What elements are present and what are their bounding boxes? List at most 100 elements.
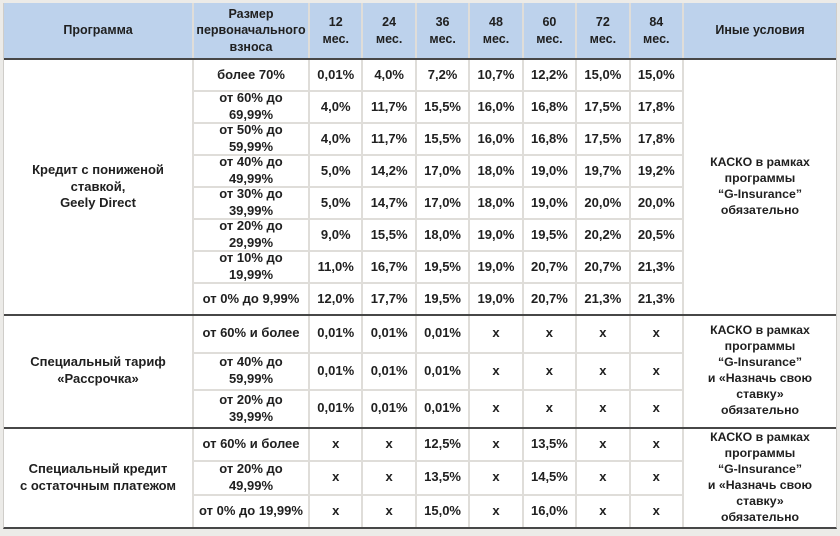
rate-value: x (310, 495, 362, 527)
col-header-program: Программа (4, 3, 192, 58)
rate-value: 19,0% (470, 220, 522, 250)
rate-value: x (363, 462, 415, 494)
col-header-term-72: 72 мес. (577, 3, 629, 58)
rate-value: 21,3% (630, 252, 682, 282)
rate-value: 19,0% (470, 284, 522, 314)
rate-value: 12,5% (416, 428, 469, 460)
rate-value: 14,7% (363, 188, 415, 218)
rate-value: 20,2% (577, 220, 629, 250)
rate-value: 10,7% (470, 60, 522, 90)
program-group-rassrochka: Специальный тариф «Рассрочка» КАСКО в рам… (4, 314, 836, 427)
rate-value: x (630, 353, 682, 389)
rate-value: 19,0% (470, 252, 522, 282)
rate-value: 17,8% (630, 124, 682, 154)
other-conditions-text: КАСКО в рамках программы “G-Insurance” о… (683, 60, 836, 314)
rate-value: 19,5% (523, 220, 576, 250)
rate-value: 0,01% (310, 60, 362, 90)
rate-value: x (470, 462, 522, 494)
rate-value: x (310, 428, 362, 460)
rate-value: 16,0% (470, 92, 522, 122)
rate-value: 5,0% (310, 188, 362, 218)
rate-value: 20,7% (577, 252, 629, 282)
rate-value: x (310, 462, 362, 494)
rate-value: 20,7% (523, 284, 576, 314)
rate-value: x (630, 316, 682, 352)
rate-value: 19,7% (577, 156, 629, 186)
rate-value: 19,5% (416, 252, 469, 282)
down-payment-range: от 30% до 39,99% (194, 186, 308, 218)
rate-value: x (577, 462, 629, 494)
col-header-term-12: 12 мес. (310, 3, 362, 58)
rate-value: 16,8% (523, 124, 576, 154)
rate-value: x (363, 428, 415, 460)
rate-value: 5,0% (310, 156, 362, 186)
rate-value: 15,0% (577, 60, 629, 90)
rate-value: x (470, 495, 522, 527)
rate-value: 18,0% (416, 220, 469, 250)
rate-value: 15,5% (363, 220, 415, 250)
other-conditions-text: КАСКО в рамках программы “G-Insurance” и… (683, 316, 836, 427)
rate-value: 15,5% (416, 124, 469, 154)
rate-value: x (523, 353, 576, 389)
rate-value: x (363, 495, 415, 527)
rate-value: 19,0% (523, 156, 576, 186)
other-conditions-text: КАСКО в рамках программы “G-Insurance” и… (683, 428, 836, 527)
rate-value: 21,3% (630, 284, 682, 314)
col-header-term-60: 60 мес. (523, 3, 576, 58)
rate-value: x (630, 428, 682, 460)
rate-value: 0,01% (310, 316, 362, 352)
rate-value: 7,2% (416, 60, 469, 90)
down-payment-range: от 40% до 59,99% (194, 353, 308, 389)
rate-value: 13,5% (416, 462, 469, 494)
down-payment-range: от 20% до 39,99% (194, 391, 308, 427)
rate-value: 15,5% (416, 92, 469, 122)
rate-value: 14,5% (523, 462, 576, 494)
rate-value: 4,0% (310, 124, 362, 154)
program-group-geely-direct: Кредит с пониженой ставкой, Geely Direct… (4, 58, 836, 314)
col-header-down-payment: Размер первоначального взноса (194, 3, 308, 58)
table-header-row: Программа Размер первоначального взноса … (4, 3, 836, 58)
rate-value: 16,7% (363, 252, 415, 282)
rate-value: 11,0% (310, 252, 362, 282)
rate-value: 14,2% (363, 156, 415, 186)
rate-value: x (523, 391, 576, 427)
col-header-term-36: 36 мес. (416, 3, 469, 58)
rate-value: 11,7% (363, 92, 415, 122)
rate-value: 17,8% (630, 92, 682, 122)
rate-value: 19,0% (523, 188, 576, 218)
rate-value: x (577, 353, 629, 389)
program-name: Специальный кредит с остаточным платежом (4, 428, 192, 527)
down-payment-range: от 0% до 19,99% (194, 495, 308, 527)
rate-value: 9,0% (310, 220, 362, 250)
rate-value: 17,7% (363, 284, 415, 314)
rate-value: x (577, 428, 629, 460)
rate-value: 11,7% (363, 124, 415, 154)
rate-value: 0,01% (416, 391, 469, 427)
rate-value: 0,01% (310, 353, 362, 389)
rate-value: x (470, 428, 522, 460)
rate-value: x (523, 316, 576, 352)
rate-value: 17,5% (577, 92, 629, 122)
rate-value: 0,01% (416, 353, 469, 389)
rate-value: x (470, 353, 522, 389)
rate-value: 18,0% (470, 156, 522, 186)
program-name: Специальный тариф «Рассрочка» (4, 316, 192, 427)
credit-conditions-table: Программа Размер первоначального взноса … (3, 3, 837, 529)
rate-value: 13,5% (523, 428, 576, 460)
down-payment-range: от 60% и более (194, 316, 308, 352)
rate-value: 15,0% (630, 60, 682, 90)
down-payment-range: от 0% до 9,99% (194, 284, 308, 314)
rate-value: 16,8% (523, 92, 576, 122)
rate-value: 19,2% (630, 156, 682, 186)
down-payment-range: от 20% до 49,99% (194, 461, 308, 494)
rate-value: 20,5% (630, 220, 682, 250)
rate-value: x (630, 495, 682, 527)
down-payment-range: от 40% до 49,99% (194, 154, 308, 186)
down-payment-range: от 50% до 59,99% (194, 122, 308, 154)
rate-value: 20,0% (630, 188, 682, 218)
program-name: Кредит с пониженой ставкой, Geely Direct (4, 60, 192, 314)
col-header-term-84: 84 мес. (630, 3, 682, 58)
rate-value: 16,0% (523, 495, 576, 527)
down-payment-range: от 20% до 29,99% (194, 218, 308, 250)
rate-value: 21,3% (577, 284, 629, 314)
